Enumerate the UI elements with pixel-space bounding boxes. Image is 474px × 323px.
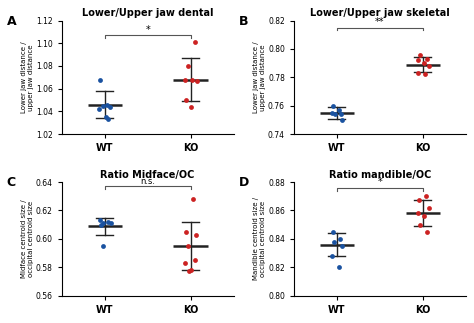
Point [331, 112, 339, 117]
Point [422, 193, 430, 199]
Point [328, 110, 336, 115]
Title: Lower/Upper jaw skeletal: Lower/Upper jaw skeletal [310, 8, 450, 18]
Point [423, 229, 431, 234]
Point [414, 211, 421, 216]
Text: n.s.: n.s. [140, 177, 155, 186]
Point [188, 104, 195, 109]
Text: D: D [239, 176, 249, 189]
Point [425, 205, 433, 210]
Point [99, 243, 107, 248]
Point [97, 77, 104, 82]
Point [421, 72, 429, 77]
Point [423, 56, 431, 61]
Point [191, 257, 199, 263]
Point [337, 112, 345, 117]
Point [192, 232, 200, 237]
Point [337, 236, 344, 241]
Point [415, 70, 422, 76]
Point [107, 221, 115, 226]
Point [95, 107, 102, 112]
Text: *: * [145, 25, 150, 35]
Y-axis label: Midface centroid size /
occipital centroid size: Midface centroid size / occipital centro… [21, 200, 34, 278]
Point [99, 221, 107, 226]
Point [189, 77, 196, 82]
Point [103, 115, 110, 120]
Point [182, 229, 190, 234]
Point [416, 222, 424, 227]
Text: **: ** [375, 17, 384, 27]
Title: Ratio mandible/OC: Ratio mandible/OC [328, 170, 431, 180]
Point [338, 243, 346, 248]
Point [330, 239, 338, 244]
Point [425, 63, 433, 68]
Title: Ratio Midface/OC: Ratio Midface/OC [100, 170, 195, 180]
Point [420, 60, 428, 66]
Point [106, 104, 114, 109]
Text: *: * [377, 177, 382, 187]
Point [329, 103, 337, 108]
Point [185, 269, 192, 274]
Y-axis label: Lower jaw distance /
upper jaw distance: Lower jaw distance / upper jaw distance [253, 42, 266, 113]
Point [338, 117, 346, 122]
Text: A: A [7, 15, 17, 28]
Point [329, 229, 337, 234]
Point [104, 117, 112, 122]
Point [184, 63, 192, 68]
Point [191, 39, 199, 45]
Point [103, 102, 111, 107]
Point [420, 214, 428, 219]
Point [193, 78, 201, 83]
Point [181, 260, 188, 266]
Y-axis label: Mandible centroid size /
occipital centroid size: Mandible centroid size / occipital centr… [253, 197, 266, 280]
Point [190, 196, 197, 202]
Y-axis label: Lower jaw distance /
upper jaw distance: Lower jaw distance / upper jaw distance [21, 42, 34, 113]
Point [335, 265, 342, 270]
Point [414, 58, 421, 63]
Point [188, 267, 195, 273]
Point [182, 98, 190, 103]
Point [104, 219, 112, 224]
Point [96, 218, 103, 223]
Point [99, 103, 107, 108]
Point [98, 222, 105, 227]
Title: Lower/Upper jaw dental: Lower/Upper jaw dental [82, 8, 213, 18]
Point [416, 198, 423, 203]
Point [336, 108, 343, 113]
Point [181, 77, 188, 82]
Point [184, 243, 192, 248]
Point [328, 253, 336, 258]
Text: C: C [7, 176, 16, 189]
Text: B: B [239, 15, 248, 28]
Point [416, 52, 424, 57]
